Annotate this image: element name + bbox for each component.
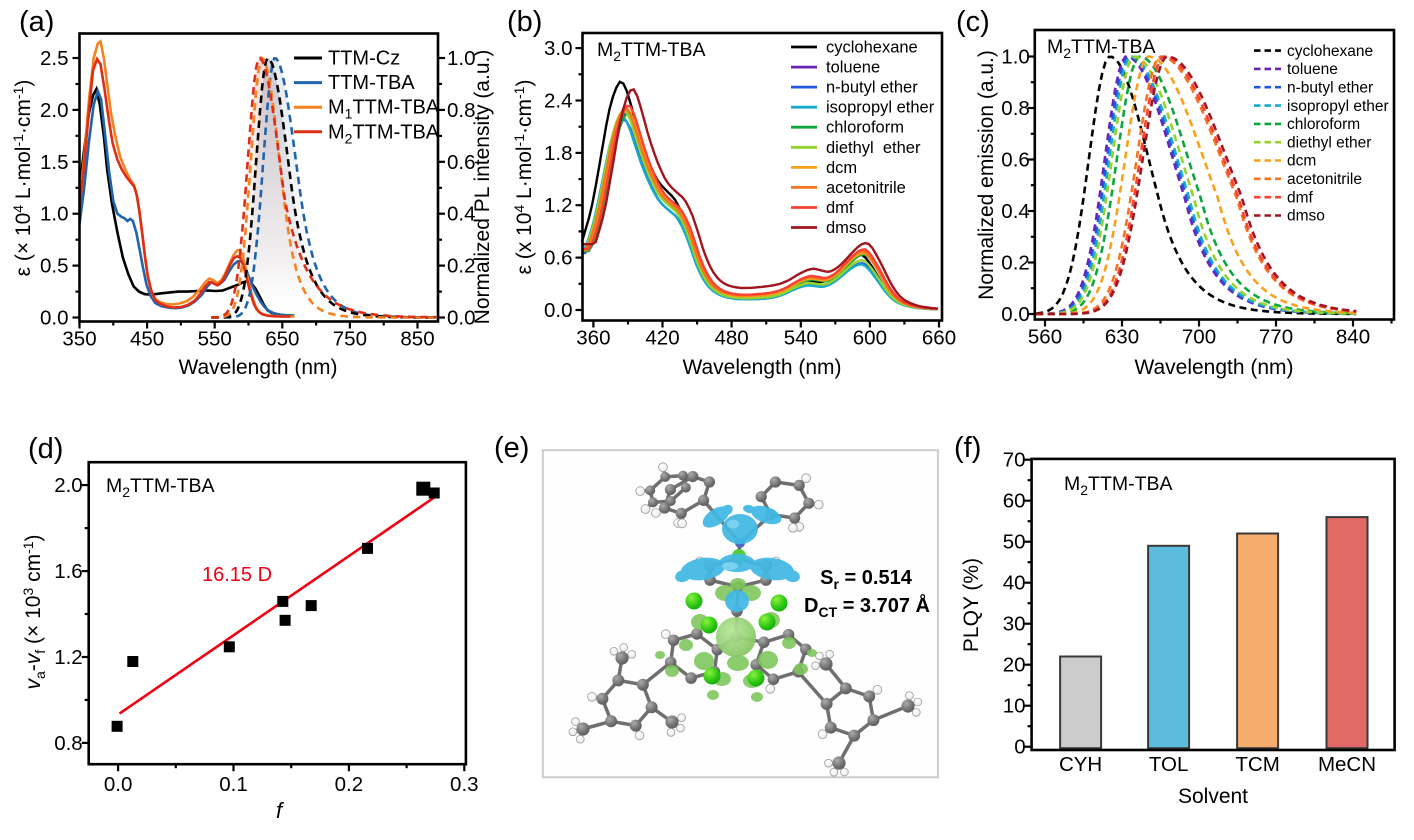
svg-text:TOL: TOL (1149, 753, 1189, 776)
svg-text:1.8: 1.8 (544, 142, 573, 165)
svg-text:(a): (a) (19, 6, 54, 38)
svg-text:TCM: TCM (1235, 753, 1279, 776)
svg-text:dcm: dcm (1287, 153, 1316, 170)
svg-text:(c): (c) (956, 6, 990, 38)
svg-text:1.6: 1.6 (54, 560, 83, 583)
svg-text:va-vf (× 103 cm-1): va-vf (× 103 cm-1) (20, 534, 48, 689)
svg-text:ε (x 104 L·mol-1·cm-1): ε (x 104 L·mol-1·cm-1) (511, 80, 536, 275)
svg-text:560: 560 (1028, 326, 1062, 349)
svg-text:cyclohexane: cyclohexane (1287, 43, 1373, 60)
svg-text:850: 850 (400, 328, 434, 351)
svg-text:40: 40 (1003, 572, 1026, 595)
svg-text:630: 630 (1105, 326, 1139, 349)
svg-text:dcm: dcm (826, 159, 857, 177)
svg-text:50: 50 (1003, 531, 1026, 554)
svg-text:0.3: 0.3 (450, 773, 479, 796)
svg-text:dmso: dmso (826, 219, 866, 237)
svg-text:0.1: 0.1 (219, 773, 248, 796)
svg-text:acetonitrile: acetonitrile (826, 179, 906, 197)
svg-text:acetonitrile: acetonitrile (1287, 171, 1362, 188)
svg-text:30: 30 (1003, 613, 1026, 636)
svg-text:n-butyl ether: n-butyl ether (826, 79, 918, 97)
svg-text:0: 0 (1014, 736, 1025, 759)
svg-text:0.6: 0.6 (1001, 149, 1030, 172)
svg-text:n-butyl ether: n-butyl ether (1287, 79, 1373, 96)
svg-text:Wavelength (nm): Wavelength (nm) (1134, 356, 1293, 379)
svg-text:2.4: 2.4 (544, 90, 573, 113)
svg-text:420: 420 (645, 327, 679, 350)
svg-text:Normalized emission (a.u.): Normalized emission (a.u.) (975, 50, 998, 300)
svg-text:650: 650 (265, 328, 299, 351)
svg-text:TTM-Cz: TTM-Cz (328, 48, 400, 70)
svg-text:2.0: 2.0 (54, 474, 83, 497)
svg-text:Solvent: Solvent (1178, 785, 1248, 808)
svg-text:dmso: dmso (1287, 208, 1325, 225)
svg-text:TTM-TBA: TTM-TBA (328, 72, 415, 94)
svg-text:0.0: 0.0 (40, 307, 69, 330)
svg-text:1.2: 1.2 (54, 646, 83, 669)
svg-text:70: 70 (1003, 449, 1026, 472)
svg-text:0.0: 0.0 (544, 299, 573, 322)
svg-text:3.0: 3.0 (544, 37, 573, 60)
svg-text:840: 840 (1336, 326, 1370, 349)
svg-text:1.0: 1.0 (1001, 46, 1030, 69)
svg-text:16.15 D: 16.15 D (202, 564, 272, 586)
svg-text:0.8: 0.8 (1001, 97, 1030, 120)
svg-text:dmf: dmf (826, 199, 854, 217)
svg-text:2.0: 2.0 (40, 99, 69, 122)
svg-text:isopropyl ether: isopropyl ether (1287, 98, 1389, 115)
svg-text:60: 60 (1003, 490, 1026, 513)
svg-text:1.0: 1.0 (40, 203, 69, 226)
svg-text:1.5: 1.5 (40, 151, 69, 174)
svg-text:480: 480 (714, 327, 748, 350)
svg-text:isopropyl ether: isopropyl ether (826, 99, 935, 117)
svg-text:660: 660 (922, 327, 956, 350)
svg-text:350: 350 (62, 328, 96, 351)
svg-text:0.2: 0.2 (335, 773, 364, 796)
svg-text:MeCN: MeCN (1318, 753, 1376, 776)
svg-text:diethyl ether: diethyl ether (826, 139, 921, 157)
svg-text:chloroform: chloroform (826, 119, 904, 137)
svg-text:600: 600 (853, 327, 887, 350)
svg-text:dmf: dmf (1287, 189, 1314, 206)
svg-text:750: 750 (333, 328, 367, 351)
svg-text:toluene: toluene (1287, 61, 1338, 78)
svg-text:360: 360 (576, 327, 610, 350)
svg-text:770: 770 (1259, 326, 1293, 349)
svg-text:2.5: 2.5 (40, 47, 69, 70)
svg-text:0.5: 0.5 (40, 255, 69, 278)
svg-text:0.2: 0.2 (1001, 252, 1030, 275)
svg-text:0.8: 0.8 (54, 732, 83, 755)
svg-text:450: 450 (130, 328, 164, 351)
svg-text:550: 550 (198, 328, 232, 351)
svg-text:20: 20 (1003, 654, 1026, 677)
svg-text:540: 540 (784, 327, 818, 350)
svg-text:10: 10 (1003, 695, 1026, 718)
svg-text:CYH: CYH (1059, 753, 1102, 776)
svg-text:1.2: 1.2 (544, 194, 573, 217)
svg-text:(d): (d) (28, 433, 63, 465)
svg-text:0.6: 0.6 (544, 247, 573, 270)
svg-text:Wavelength (nm): Wavelength (nm) (178, 356, 337, 379)
svg-text:ε (× 104 L·mol-1·cm-1): ε (× 104 L·mol-1·cm-1) (10, 80, 35, 277)
svg-text:(f): (f) (954, 432, 981, 464)
svg-text:PLQY (%): PLQY (%) (960, 558, 983, 652)
svg-text:(b): (b) (507, 6, 542, 38)
svg-text:700: 700 (1182, 326, 1216, 349)
svg-text:Wavelength (nm): Wavelength (nm) (682, 356, 841, 379)
svg-text:0.4: 0.4 (1001, 200, 1030, 223)
svg-text:0.0: 0.0 (104, 773, 133, 796)
svg-text:cyclohexane: cyclohexane (826, 39, 918, 57)
svg-text:(e): (e) (494, 432, 529, 464)
svg-text:0.0: 0.0 (1001, 303, 1030, 326)
svg-text:diethyl ether: diethyl ether (1287, 134, 1371, 151)
svg-text:toluene: toluene (826, 59, 880, 77)
svg-text:Normalized PL intensity (a.u.): Normalized PL intensity (a.u.) (471, 50, 494, 325)
svg-text:chloroform: chloroform (1287, 116, 1360, 133)
